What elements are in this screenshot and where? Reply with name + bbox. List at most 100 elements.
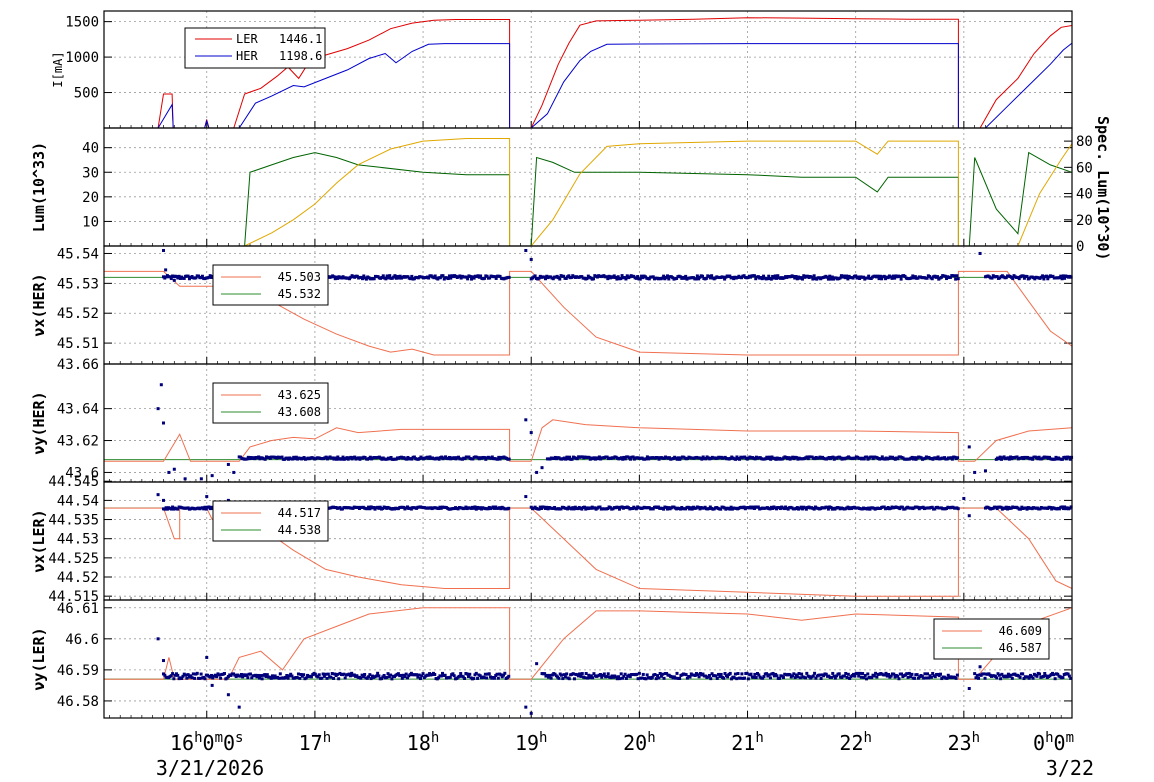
- measured-point: [458, 274, 462, 278]
- measured-point: [341, 455, 345, 459]
- measured-point: [359, 676, 363, 680]
- measured-point: [298, 676, 302, 680]
- measured-point: [226, 462, 230, 466]
- measured-point: [920, 674, 924, 678]
- measured-point: [762, 274, 766, 278]
- measured-point: [548, 673, 552, 677]
- measured-point: [674, 676, 678, 680]
- measured-point: [782, 507, 786, 511]
- measured-point: [561, 677, 565, 681]
- measured-point: [938, 672, 942, 676]
- measured-point: [993, 674, 997, 678]
- measured-point: [461, 675, 465, 679]
- measured-point: [566, 507, 570, 511]
- measured-point: [524, 248, 528, 252]
- measured-point: [360, 277, 364, 281]
- measured-point: [545, 673, 549, 677]
- measured-point: [658, 671, 662, 675]
- y-tick-label: 43.62: [57, 434, 99, 450]
- measured-point: [169, 507, 173, 511]
- measured-point: [1006, 672, 1010, 676]
- measured-point: [380, 275, 384, 279]
- measured-point: [889, 674, 893, 678]
- measured-point: [470, 277, 474, 281]
- measured-point: [215, 675, 219, 679]
- measured-point: [377, 674, 381, 678]
- measured-point: [176, 276, 180, 280]
- measured-point: [204, 507, 208, 511]
- measured-point: [280, 455, 284, 459]
- measured-point: [385, 675, 389, 679]
- measured-point: [930, 277, 934, 281]
- measured-point: [439, 674, 443, 678]
- measured-point: [389, 673, 393, 677]
- measured-point: [332, 275, 336, 279]
- measured-point: [899, 277, 903, 281]
- measured-point: [631, 455, 635, 459]
- measured-point: [163, 673, 167, 677]
- measured-point: [376, 671, 380, 675]
- measured-point: [579, 674, 583, 678]
- measured-point: [804, 507, 808, 511]
- date-right: 3/22: [1046, 756, 1094, 780]
- measured-point: [324, 672, 328, 676]
- measured-point: [636, 275, 640, 279]
- measured-point: [295, 675, 299, 679]
- measured-point: [1022, 276, 1026, 280]
- measured-point: [258, 676, 262, 680]
- measured-point: [210, 474, 214, 478]
- measured-point: [645, 673, 649, 677]
- measured-point: [432, 276, 436, 280]
- measured-point: [828, 274, 832, 278]
- measured-point: [172, 467, 176, 471]
- measured-point: [644, 677, 648, 681]
- measured-point: [955, 673, 959, 677]
- legend-value: 43.625: [278, 388, 321, 402]
- measured-point: [498, 457, 502, 461]
- measured-point: [734, 457, 738, 461]
- measured-point: [167, 470, 171, 474]
- measured-point: [606, 277, 610, 281]
- measured-point: [756, 505, 760, 509]
- measured-point: [557, 676, 561, 680]
- measured-point: [184, 673, 188, 677]
- measured-point: [219, 676, 223, 680]
- measured-point: [903, 274, 907, 278]
- measured-point: [946, 673, 950, 677]
- measured-point: [492, 676, 496, 680]
- legend: 43.625 43.608: [212, 382, 329, 424]
- measured-point: [812, 507, 816, 511]
- measured-point: [756, 275, 760, 279]
- measured-point: [619, 672, 623, 676]
- measured-point: [956, 277, 960, 281]
- measured-point: [1009, 455, 1013, 459]
- y-tick-label: 44.54: [57, 493, 99, 509]
- measured-point: [718, 674, 722, 678]
- measured-point: [564, 457, 568, 461]
- measured-point: [1046, 277, 1050, 281]
- measured-point: [369, 677, 373, 681]
- measured-point: [900, 505, 904, 509]
- measured-point: [952, 274, 956, 278]
- measured-point: [412, 455, 416, 459]
- legend: 44.517 44.538: [212, 500, 329, 542]
- measured-point: [628, 675, 632, 679]
- measured-point: [226, 674, 230, 678]
- measured-point: [997, 457, 1001, 461]
- measured-point: [776, 274, 780, 278]
- measured-point: [792, 672, 796, 676]
- measured-point: [272, 676, 276, 680]
- measured-point: [404, 672, 408, 676]
- measured-point: [967, 445, 971, 449]
- measured-point: [802, 274, 806, 278]
- measured-point: [605, 675, 609, 679]
- measured-point: [437, 676, 441, 680]
- measured-point: [767, 673, 771, 677]
- measured-point: [405, 505, 409, 509]
- measured-point: [914, 457, 918, 461]
- measured-point: [418, 457, 422, 461]
- measured-point: [616, 505, 620, 509]
- measured-point: [237, 705, 241, 709]
- measured-point: [535, 662, 539, 666]
- measured-point: [1069, 676, 1073, 680]
